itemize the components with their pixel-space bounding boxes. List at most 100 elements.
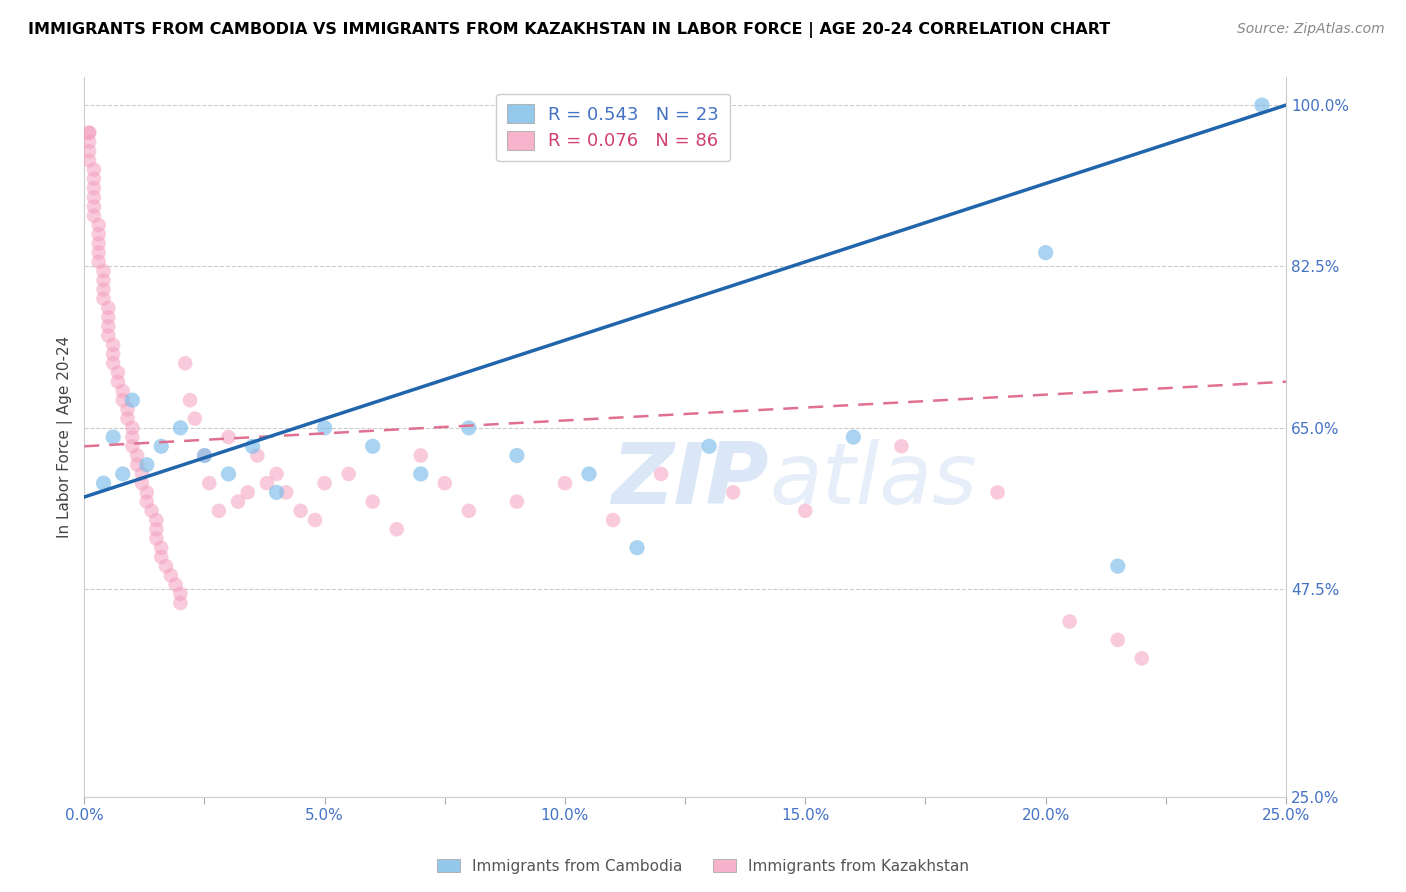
Point [266,485,288,500]
Point [107,366,129,380]
Point [93,264,115,278]
Point [145,532,167,546]
Point [193,449,215,463]
Point [457,421,479,435]
Point [256,476,278,491]
Point [121,421,143,435]
Point [150,439,173,453]
Text: ZIP: ZIP [612,439,769,522]
Point [236,485,259,500]
Point [721,485,744,500]
Point [1107,559,1129,574]
Point [150,549,173,564]
Point [77,145,100,159]
Point [87,236,110,251]
Point [290,504,312,518]
Text: atlas: atlas [769,439,977,522]
Point [121,430,143,444]
Point [169,596,191,610]
Point [602,513,624,527]
Point [184,411,207,425]
Point [87,227,110,242]
Point [101,347,124,361]
Point [218,467,240,481]
Point [266,467,288,481]
Point [987,485,1010,500]
Point [198,476,221,491]
Point [97,301,120,315]
Point [127,449,149,463]
Point [135,458,157,472]
Point [697,439,720,453]
Point [131,476,153,491]
Point [578,467,600,481]
Point [141,504,163,518]
Y-axis label: In Labor Force | Age 20-24: In Labor Force | Age 20-24 [58,336,73,538]
Point [77,126,100,140]
Point [83,172,105,186]
Point [165,577,187,591]
Point [314,476,336,491]
Point [117,402,139,417]
Point [1059,615,1081,629]
Point [77,126,100,140]
Point [93,292,115,306]
Point [208,504,231,518]
Point [337,467,360,481]
Point [145,522,167,536]
Point [117,411,139,425]
Text: Source: ZipAtlas.com: Source: ZipAtlas.com [1237,22,1385,37]
Point [314,421,336,435]
Point [127,458,149,472]
Point [111,393,134,408]
Point [111,384,134,398]
Point [135,485,157,500]
Point [506,449,529,463]
Point [650,467,672,481]
Point [131,467,153,481]
Point [87,255,110,269]
Point [304,513,326,527]
Point [226,494,249,508]
Point [93,283,115,297]
Point [97,328,120,343]
Point [361,494,384,508]
Point [409,449,432,463]
Point [87,218,110,232]
Point [1251,98,1274,112]
Point [179,393,201,408]
Point [97,319,120,334]
Text: IMMIGRANTS FROM CAMBODIA VS IMMIGRANTS FROM KAZAKHSTAN IN LABOR FORCE | AGE 20-2: IMMIGRANTS FROM CAMBODIA VS IMMIGRANTS F… [28,22,1111,38]
Point [159,568,181,582]
Point [83,162,105,177]
Point [93,476,115,491]
Point [276,485,298,500]
Legend: Immigrants from Cambodia, Immigrants from Kazakhstan: Immigrants from Cambodia, Immigrants fro… [430,853,976,880]
Point [111,467,134,481]
Point [101,338,124,352]
Point [193,449,215,463]
Point [1107,632,1129,647]
Point [145,513,167,527]
Point [169,587,191,601]
Point [385,522,408,536]
Point [107,375,129,389]
Point [77,135,100,149]
Point [83,200,105,214]
Point [155,559,177,574]
Point [121,439,143,453]
Point [83,209,105,223]
Point [409,467,432,481]
Point [93,273,115,287]
Point [121,393,143,408]
Point [890,439,912,453]
Point [150,541,173,555]
Point [242,439,264,453]
Point [506,494,529,508]
Point [626,541,648,555]
Point [1130,651,1153,665]
Point [83,190,105,204]
Point [83,181,105,195]
Point [174,356,197,370]
Point [101,356,124,370]
